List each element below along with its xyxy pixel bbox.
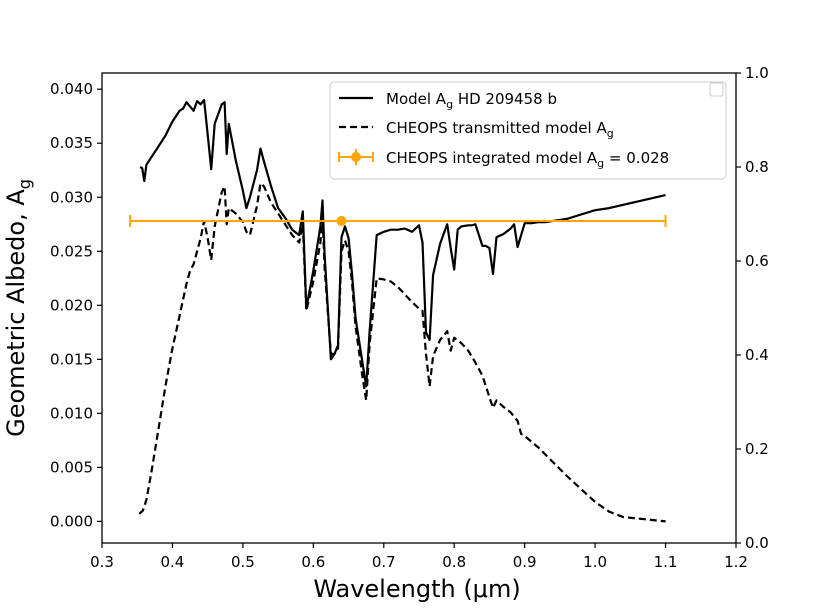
y2-tick-label: 0.6 bbox=[745, 252, 769, 270]
x-tick-label: 1.0 bbox=[583, 553, 607, 571]
legend-extra-handle bbox=[709, 82, 724, 97]
y-tick-label: 0.020 bbox=[50, 296, 93, 314]
y-axis-title: Geometric Albedo, Ag bbox=[2, 179, 34, 437]
plot-frame bbox=[101, 72, 737, 544]
legend-label-transmitted: CHEOPS transmitted model Ag bbox=[386, 119, 614, 140]
x-tick-label: 1.1 bbox=[654, 553, 678, 571]
legend-errorbar-marker bbox=[338, 149, 374, 165]
y-axis-right: 0.0 0.2 0.4 0.6 0.8 1.0 bbox=[736, 64, 769, 552]
y2-tick-label: 0.2 bbox=[745, 440, 769, 458]
x-tick-label: 0.4 bbox=[161, 553, 185, 571]
series-layer bbox=[138, 98, 666, 523]
x-axis-title: Wavelength (μm) bbox=[313, 575, 520, 603]
y-tick-label: 0.000 bbox=[50, 512, 93, 530]
y-tick-label: 0.005 bbox=[50, 458, 93, 476]
x-axis: 0.3 0.4 0.5 0.6 0.7 0.8 0.9 1.0 1.1 1.2 bbox=[90, 543, 748, 571]
x-tick-label: 0.3 bbox=[90, 553, 114, 571]
y-tick-label: 0.015 bbox=[50, 350, 93, 368]
y2-tick-label: 0.0 bbox=[745, 534, 769, 552]
legend-label-integrated: CHEOPS integrated model Ag = 0.028 bbox=[386, 149, 669, 170]
legend-label-model: Model Ag HD 209458 b bbox=[386, 90, 557, 111]
y-tick-label: 0.025 bbox=[50, 242, 93, 260]
y-axis-left: 0.000 0.005 0.010 0.015 0.020 0.025 0.030 0.035… bbox=[50, 80, 102, 530]
y2-tick-label: 1.0 bbox=[745, 64, 769, 82]
x-tick-label: 0.8 bbox=[442, 553, 466, 571]
y-tick-label: 0.030 bbox=[50, 188, 93, 206]
series-line-transmitted bbox=[138, 182, 666, 523]
y2-tick-label: 0.4 bbox=[745, 346, 769, 364]
y-tick-label: 0.010 bbox=[50, 404, 93, 422]
x-tick-label: 0.7 bbox=[372, 553, 396, 571]
errorbar-layer bbox=[129, 215, 667, 228]
y-tick-label: 0.035 bbox=[50, 134, 93, 152]
errorbar-point bbox=[336, 216, 347, 227]
x-tick-label: 0.6 bbox=[301, 553, 325, 571]
x-tick-label: 1.2 bbox=[724, 553, 748, 571]
x-tick-label: 0.9 bbox=[513, 553, 537, 571]
x-tick-label: 0.5 bbox=[231, 553, 255, 571]
y-tick-label: 0.040 bbox=[50, 80, 93, 98]
legend-box bbox=[329, 81, 727, 180]
y2-tick-label: 0.8 bbox=[745, 158, 769, 176]
legend: Model Ag HD 209458 b CHEOPS transmitted … bbox=[329, 81, 727, 180]
